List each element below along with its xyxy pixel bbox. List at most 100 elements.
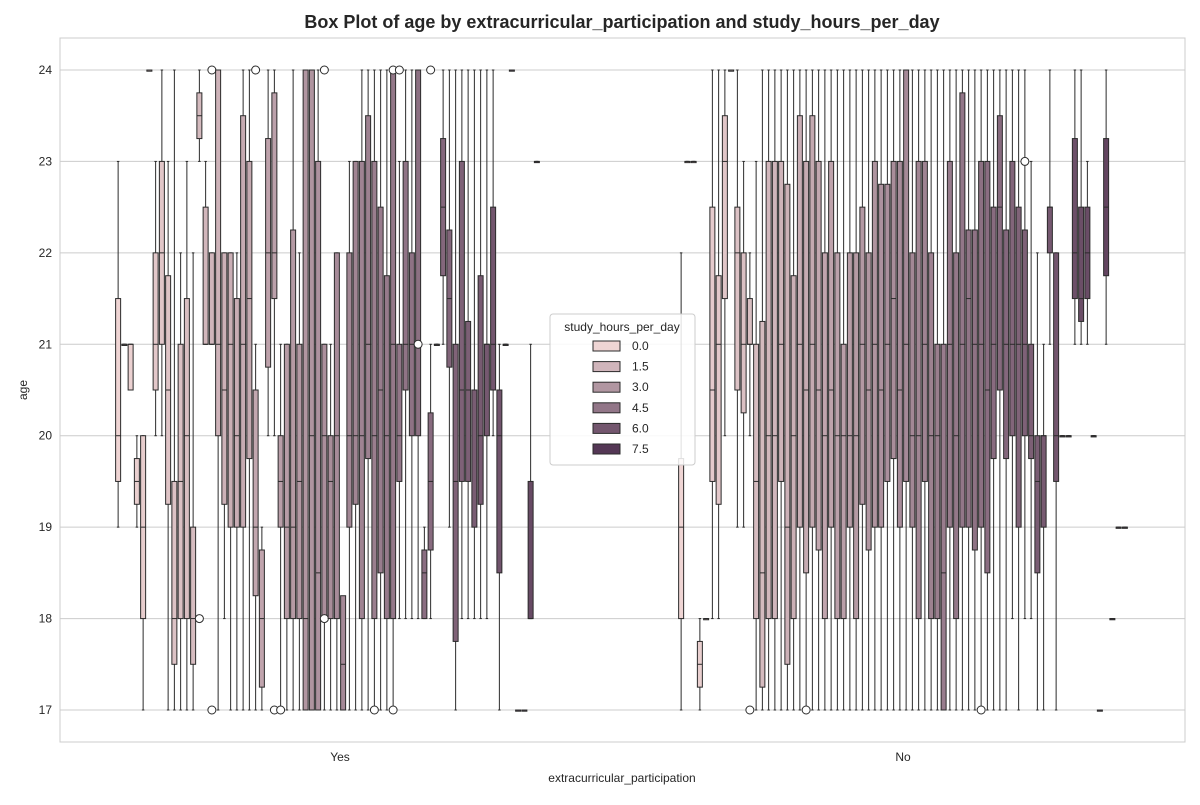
x-tick-labels: Yes No [330,750,911,764]
box-iqr [383,275,390,620]
box-iqr [740,252,747,414]
box-iqr [483,343,490,437]
y-tick-label: 17 [39,703,53,717]
box-iqr [471,389,478,528]
box-iqr [759,320,766,688]
x-axis-label: extracurricular_participation [548,771,695,785]
box [890,69,897,711]
box [828,69,835,711]
box [965,69,972,711]
box [446,69,453,528]
box [684,160,691,164]
legend-label: 3.0 [632,380,649,394]
box-iqr [1009,160,1016,437]
box [801,69,811,715]
box-iqr [208,252,215,345]
box-iqr [1034,435,1041,574]
box [207,65,217,715]
box [815,69,822,711]
box [115,160,122,528]
box-iqr [934,343,941,620]
box [809,69,816,711]
box [990,69,997,711]
y-tick-label: 22 [39,246,53,260]
box-iqr [152,252,159,391]
outlier-point [194,614,204,624]
box [413,69,423,620]
box [146,69,153,72]
legend-swatch [592,381,621,393]
x-tick-label: No [895,750,911,764]
box [1115,526,1122,529]
box [183,160,190,711]
box [383,69,390,711]
box [365,69,372,711]
box [452,69,459,711]
box-iqr [715,275,722,505]
outlier-point [976,705,986,715]
box [233,252,240,711]
box-iqr [183,298,190,620]
box [194,69,204,624]
box [258,526,265,711]
box [1003,69,1010,711]
box-iqr [890,160,897,460]
box-iqr [678,458,685,620]
legend-items: 0.0 1.5 3.0 4.5 6.0 7.5 [592,339,649,456]
box-iqr [840,343,847,620]
box [302,69,309,711]
box [1109,618,1116,621]
box [1015,69,1022,711]
box [984,69,991,711]
x-tick-label: Yes [330,750,350,764]
box [394,65,404,620]
box [290,69,297,711]
legend-label: 4.5 [632,401,649,415]
box [796,69,803,711]
box [896,69,903,711]
box [703,618,710,621]
box-iqr [771,160,778,620]
outlier-point [251,65,261,75]
outlier-point [745,705,755,715]
box [377,69,384,711]
box-group-no [678,69,1128,715]
outlier-point [413,339,423,349]
box-iqr [115,298,122,482]
box [921,69,928,711]
box-iqr [903,69,910,482]
box [971,69,978,711]
box [959,69,966,711]
legend-frame [549,313,696,466]
outlier-point [369,705,379,715]
box-iqr [365,115,372,460]
box [790,69,797,711]
box [934,69,941,711]
box-iqr [784,183,791,665]
box [315,69,322,711]
box [909,69,916,711]
box [915,69,922,711]
box [771,69,778,711]
outlier-point [276,705,286,715]
plot-frame [59,37,1186,743]
box [502,343,509,346]
box-group-yes [115,65,540,715]
outlier-point [207,65,217,75]
box [508,69,515,72]
box [269,69,279,715]
box [709,69,716,620]
box [533,160,540,164]
box-iqr [227,252,234,528]
box-iqr [477,275,484,505]
box-iqr [252,389,259,597]
legend-swatch [592,340,621,352]
box [1046,69,1053,345]
box-iqr [884,183,891,482]
box [884,69,891,711]
box [903,69,910,711]
box [859,69,866,711]
box-iqr [828,160,835,528]
